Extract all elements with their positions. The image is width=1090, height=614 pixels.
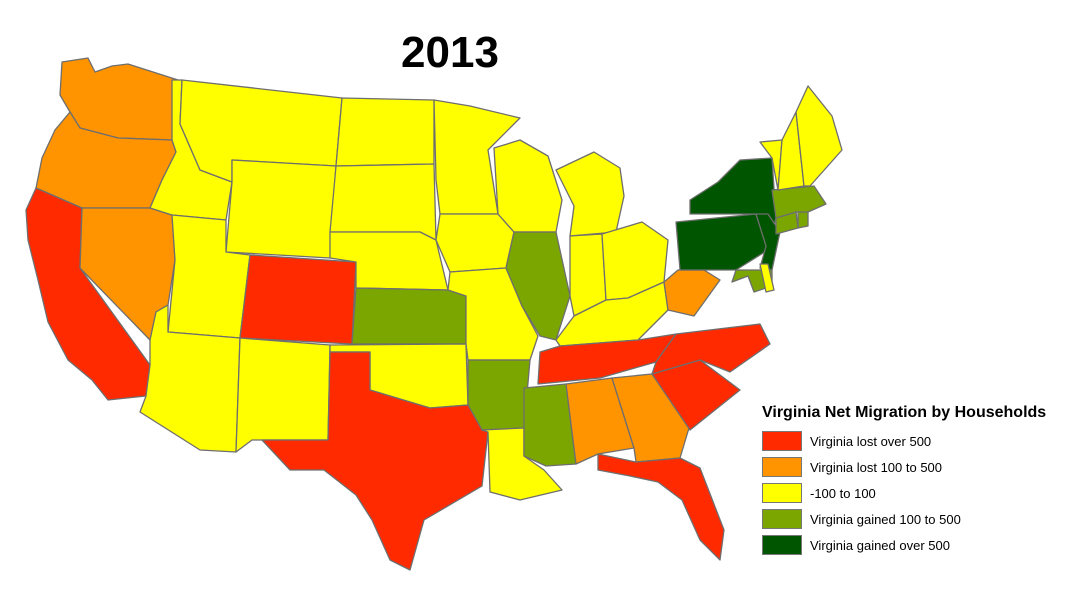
state-al: [565, 377, 635, 465]
state-mi: [555, 151, 625, 237]
legend-label: Virginia gained 100 to 500: [810, 511, 961, 527]
legend-item-gained-100-500: Virginia gained 100 to 500: [762, 506, 1046, 532]
state-ri: [797, 211, 809, 229]
legend-item-lost-100-500: Virginia lost 100 to 500: [762, 454, 1046, 480]
legend-swatch: [762, 457, 802, 477]
map-title: 2013: [401, 28, 499, 77]
legend-swatch: [762, 509, 802, 529]
legend-label: -100 to 100: [810, 485, 876, 501]
legend-swatch: [762, 483, 802, 503]
state-nm: [235, 337, 331, 453]
state-nc: [651, 323, 771, 375]
state-mn: [433, 99, 521, 215]
state-co: [239, 254, 357, 345]
legend-item-lost-over-500: Virginia lost over 500: [762, 428, 1046, 454]
state-ks: [351, 287, 467, 345]
state-wi: [493, 139, 563, 233]
state-nd: [335, 97, 435, 167]
legend-item-gained-over-500: Virginia gained over 500: [762, 532, 1046, 558]
state-wy: [225, 159, 337, 259]
legend-label: Virginia lost 100 to 500: [810, 459, 943, 475]
state-tx: [261, 351, 489, 571]
state-ia: [435, 213, 515, 273]
state-il: [505, 231, 571, 341]
state-sd: [329, 163, 437, 241]
legend-label: Virginia gained over 500: [810, 537, 950, 553]
state-pa: [675, 213, 769, 271]
legend-title: Virginia Net Migration by Households: [762, 404, 1047, 421]
state-fl: [597, 453, 725, 561]
state-de: [759, 263, 775, 293]
legend: Virginia Net Migration by Households Vir…: [762, 404, 1046, 558]
legend-swatch: [762, 431, 802, 451]
legend-item-neutral: -100 to 100: [762, 480, 1046, 506]
state-ma: [771, 185, 827, 219]
state-me: [795, 85, 843, 187]
state-wv: [663, 269, 721, 317]
state-az: [139, 304, 241, 453]
legend-label: Virginia lost over 500: [810, 433, 932, 449]
state-ar: [467, 359, 531, 431]
state-ms: [523, 383, 577, 467]
legend-swatch: [762, 535, 802, 555]
